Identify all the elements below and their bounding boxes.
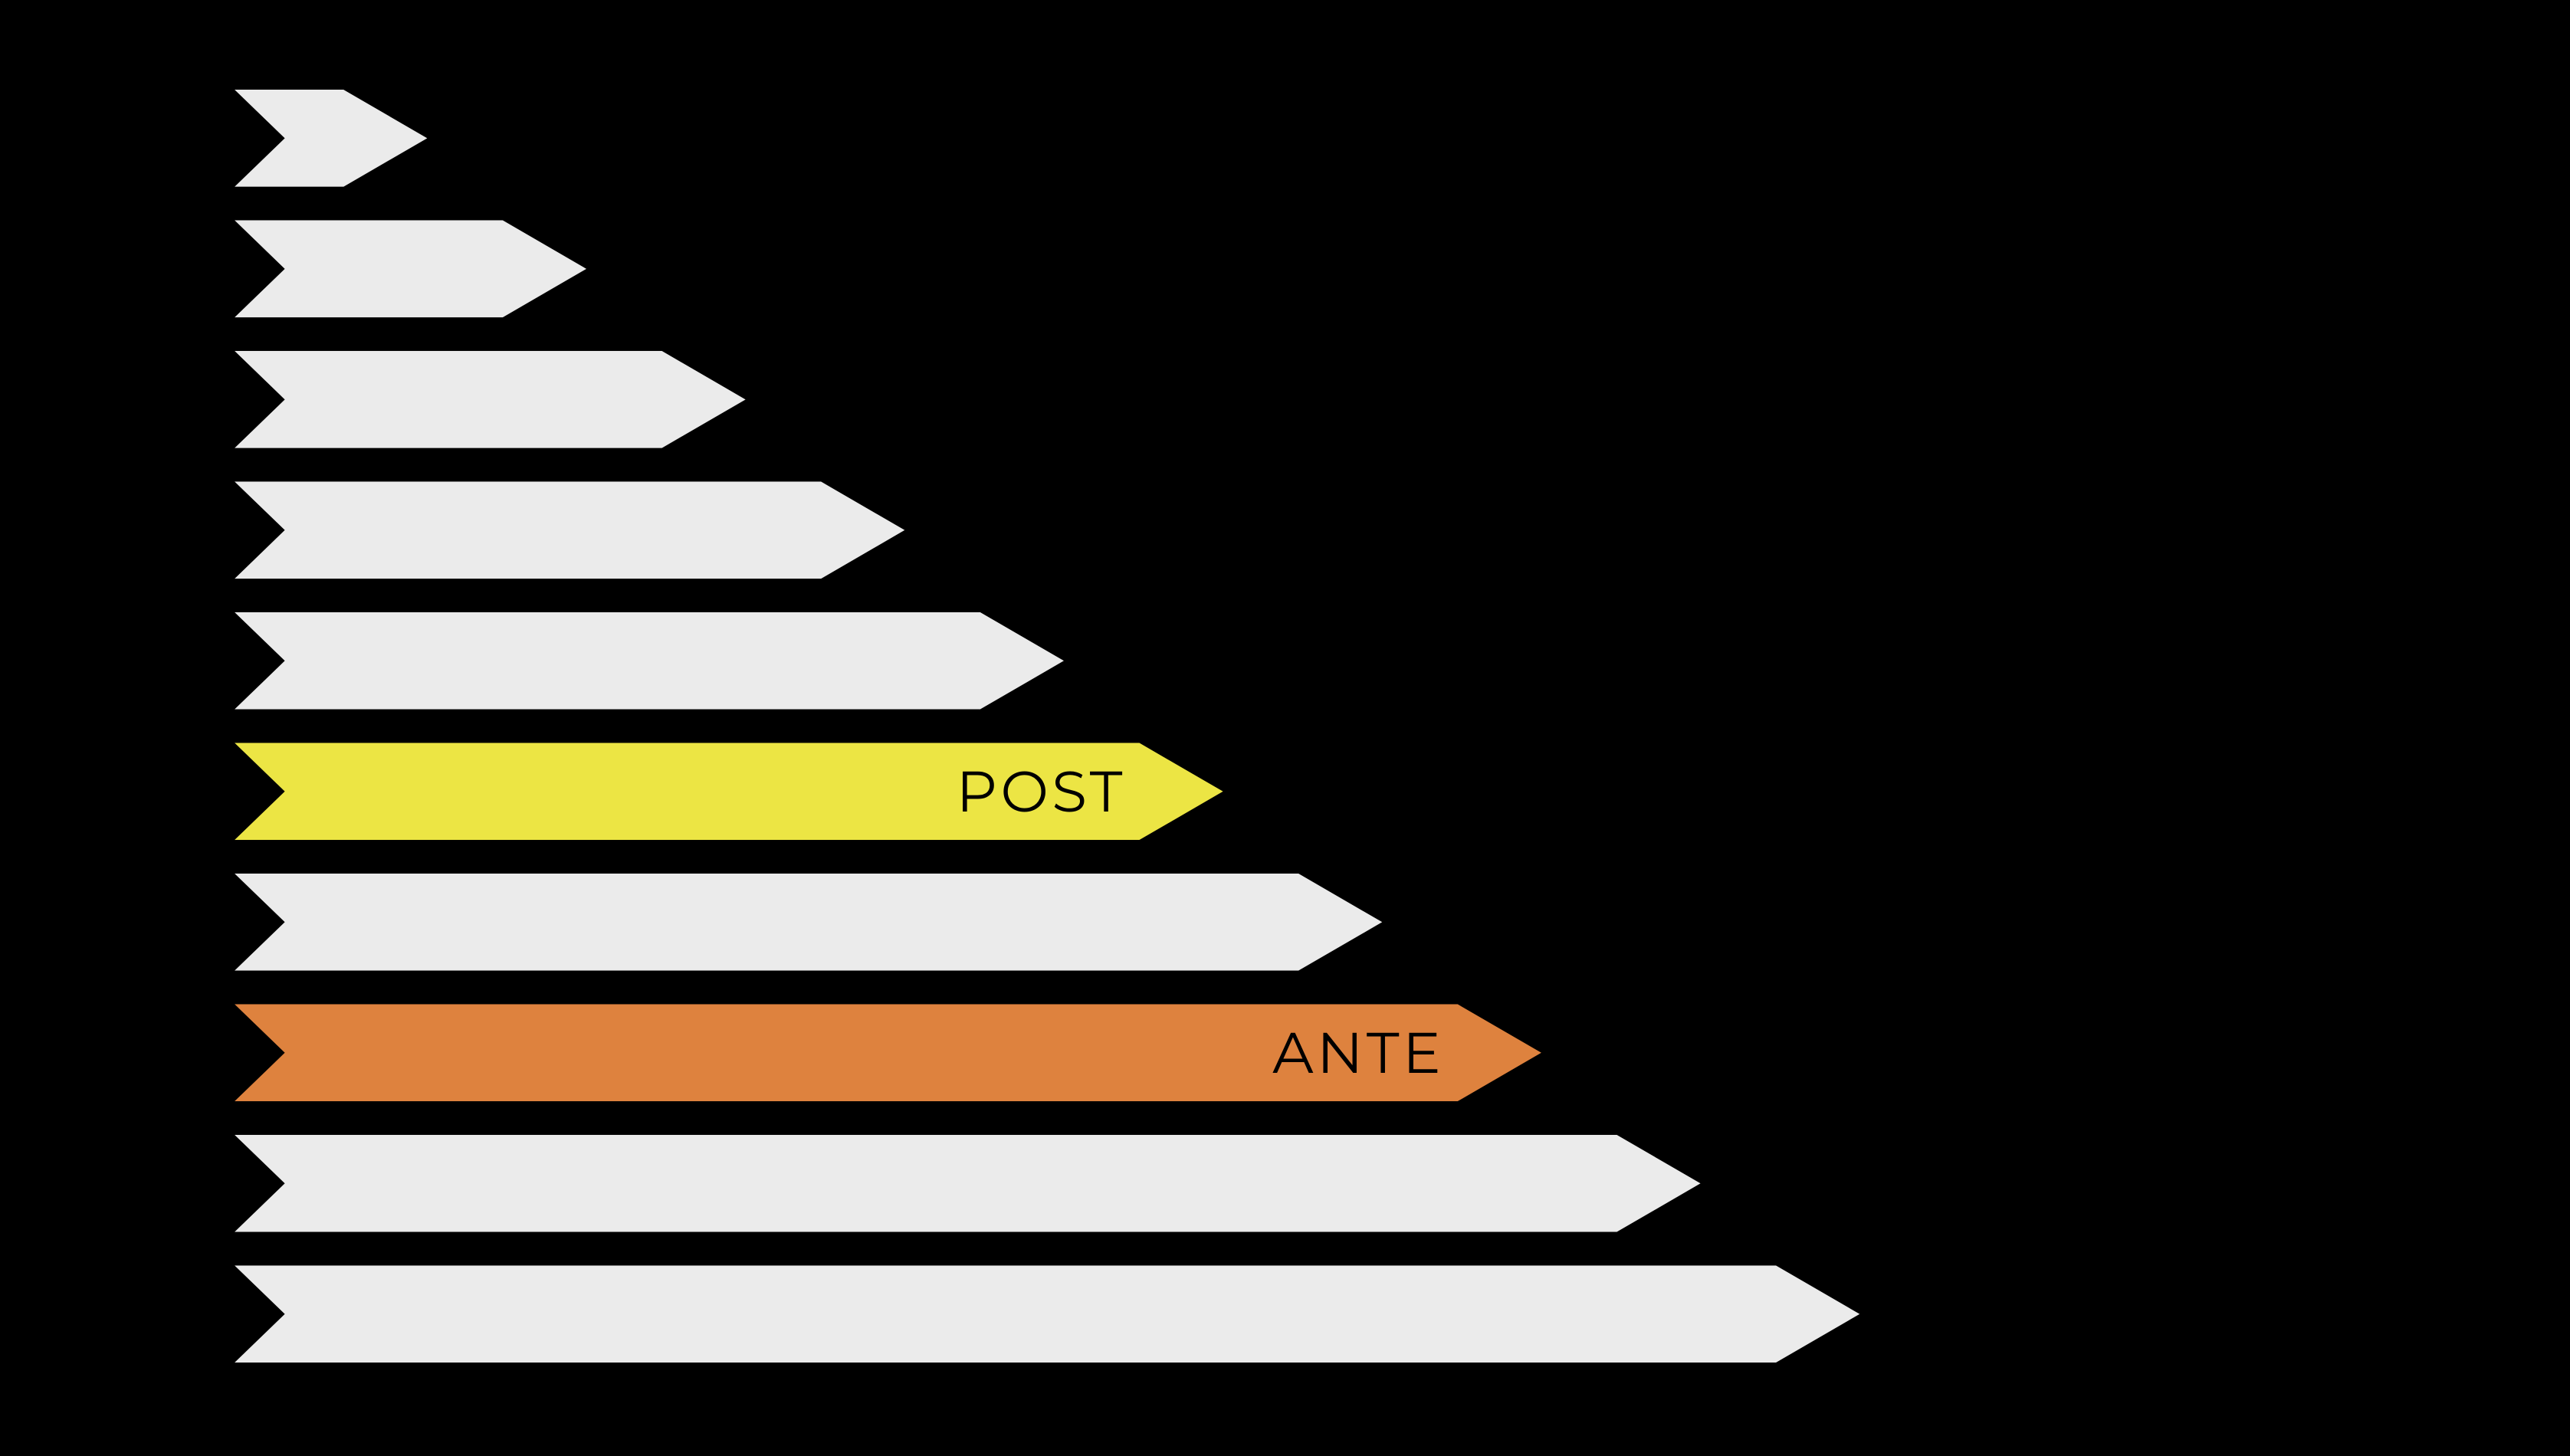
arrow-bar-9	[235, 1135, 1701, 1232]
arrow-bar-6: POST	[235, 743, 1223, 841]
arrow-bar-10	[235, 1266, 1859, 1363]
arrow-bar-3	[235, 351, 746, 448]
diagram-stage: POST ANTE	[0, 36, 2570, 1419]
arrow-bar-1	[235, 90, 427, 187]
arrow-bar-7	[235, 874, 1382, 971]
arrow-bar-5	[235, 612, 1064, 710]
arrow-bar-4	[235, 482, 904, 579]
arrow-label-bar-6: POST	[235, 743, 1126, 841]
arrow-bar-8: ANTE	[235, 1005, 1541, 1102]
arrow-bar-2	[235, 221, 586, 318]
arrow-label-bar-8: ANTE	[235, 1005, 1444, 1102]
